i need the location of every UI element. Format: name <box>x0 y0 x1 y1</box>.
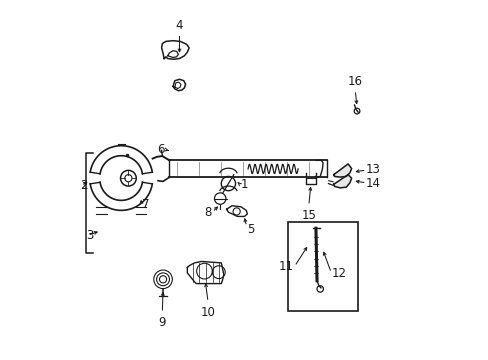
Text: 9: 9 <box>158 316 166 329</box>
Text: 11: 11 <box>278 260 293 273</box>
Text: 3: 3 <box>86 229 93 242</box>
Text: 14: 14 <box>365 177 380 190</box>
Text: 7: 7 <box>142 198 149 211</box>
Polygon shape <box>333 175 351 188</box>
Text: 2: 2 <box>80 179 87 192</box>
Polygon shape <box>333 164 351 177</box>
Text: 4: 4 <box>175 19 183 32</box>
Text: 15: 15 <box>301 209 316 222</box>
Text: 12: 12 <box>331 267 346 280</box>
Text: 1: 1 <box>241 178 248 191</box>
Text: 8: 8 <box>203 206 211 219</box>
Text: 16: 16 <box>347 75 362 88</box>
Text: 6: 6 <box>157 143 164 156</box>
Text: 5: 5 <box>247 223 254 236</box>
Bar <box>287 222 357 311</box>
Text: 10: 10 <box>200 306 215 319</box>
Text: 13: 13 <box>365 163 380 176</box>
